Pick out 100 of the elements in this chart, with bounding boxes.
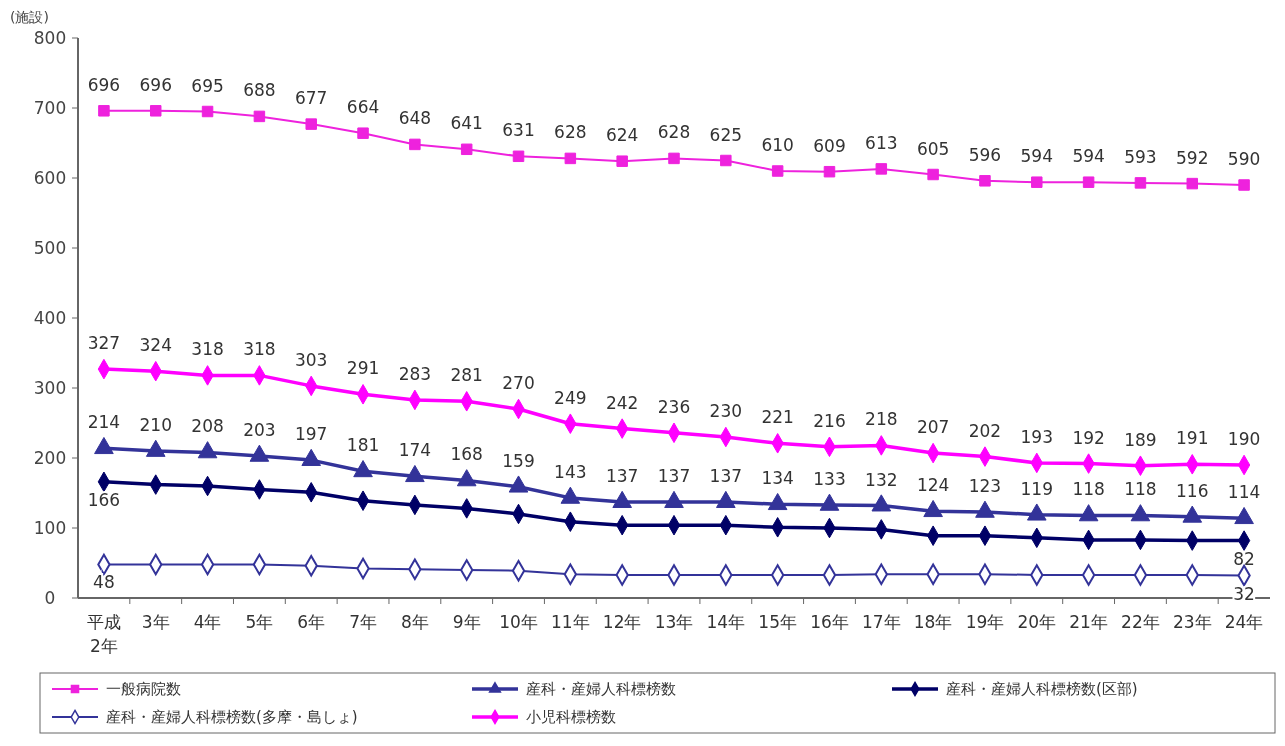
data-label: 624 [605, 125, 639, 146]
x-tick-label: 16年 [810, 612, 849, 632]
data-label: 281 [450, 365, 483, 386]
x-tick-label: 4年 [193, 612, 222, 632]
data-label: 159 [502, 450, 535, 471]
point [201, 105, 214, 118]
x-tick-label: 7年 [349, 612, 377, 632]
data-label: 270 [502, 373, 535, 393]
x-tick-label: 14年 [706, 612, 746, 632]
y-tick-label: 800 [33, 27, 67, 48]
data-label: 118 [1124, 479, 1157, 500]
data-label: 688 [243, 80, 276, 101]
x-tick-label: 21年 [1069, 612, 1108, 632]
data-label: 137 [709, 466, 743, 487]
data-label: 203 [243, 419, 276, 440]
data-label: 230 [709, 401, 743, 421]
data-label: 114 [1227, 482, 1261, 503]
point [564, 152, 577, 165]
data-label: 133 [813, 468, 846, 489]
data-label: 242 [605, 392, 639, 413]
legend-label: 産科・産婦人科標榜数 [526, 680, 676, 699]
y-axis-title: (施設) [10, 9, 49, 25]
y-tick-label: 500 [33, 237, 67, 258]
point [875, 163, 888, 175]
point [98, 105, 110, 117]
data-label: 610 [761, 135, 794, 155]
data-label: 593 [1124, 146, 1157, 167]
data-label: 214 [87, 412, 121, 433]
data-label: 641 [450, 113, 483, 134]
point [668, 152, 680, 165]
y-tick-label: 100 [33, 517, 67, 538]
data-label: 628 [657, 122, 691, 143]
data-label: 48 [93, 572, 115, 593]
legend-label: 産科・産婦人科標榜数(区部) [946, 680, 1138, 699]
data-label: 166 [87, 489, 121, 510]
data-label: 197 [294, 424, 328, 445]
data-label: 318 [243, 339, 276, 360]
data-label: 123 [968, 475, 1002, 496]
x-tick-label: 18年 [913, 612, 953, 632]
point [927, 168, 939, 181]
x-tick-label: 19年 [965, 612, 1005, 632]
data-label: 605 [916, 138, 950, 159]
data-label: 609 [813, 135, 846, 156]
x-tick-label: 23年 [1172, 612, 1212, 632]
x-tick-label: 22年 [1121, 612, 1160, 632]
point [1082, 176, 1095, 188]
data-label: 648 [398, 108, 432, 129]
data-label: 677 [294, 88, 328, 109]
point [771, 165, 784, 177]
data-label: 134 [761, 468, 794, 489]
data-label: 283 [398, 363, 432, 384]
data-label: 664 [346, 97, 380, 118]
x-tick-label: 12年 [602, 612, 642, 632]
data-label: 216 [813, 410, 846, 431]
data-label: 249 [554, 387, 587, 408]
point [979, 175, 991, 187]
x-tick-label: 20年 [1017, 612, 1057, 632]
data-label: 168 [450, 444, 483, 465]
data-label: 137 [605, 466, 639, 487]
data-label: 628 [554, 122, 587, 143]
data-label: 190 [1227, 429, 1261, 449]
x-tick-label: 9年 [452, 612, 481, 632]
data-label: 695 [191, 75, 224, 96]
point [1134, 177, 1147, 189]
point [409, 138, 421, 151]
point [616, 155, 628, 167]
data-label: 193 [1020, 426, 1054, 447]
y-tick-label: 400 [33, 307, 67, 328]
data-label: 124 [916, 475, 950, 496]
data-label: 625 [709, 124, 743, 145]
data-label: 189 [1124, 429, 1157, 450]
x-tick-label: 3年 [141, 612, 170, 632]
x-tick-label: 13年 [654, 612, 694, 632]
point [1186, 177, 1198, 190]
data-label: 132 [865, 469, 898, 490]
point [1238, 179, 1250, 191]
data-label: 327 [87, 333, 121, 354]
y-tick-label: 600 [33, 167, 67, 188]
x-tick-label: 10年 [499, 612, 538, 632]
data-label: 221 [761, 407, 794, 428]
data-label: 82 [1233, 548, 1255, 569]
point [460, 143, 473, 156]
data-label: 324 [139, 335, 172, 356]
point [357, 127, 369, 139]
data-label: 594 [1020, 146, 1054, 167]
x-tick-label: 8年 [400, 612, 429, 632]
data-label: 696 [87, 74, 121, 95]
legend-label: 産科・産婦人科標榜数(多摩・島しょ) [106, 708, 358, 727]
x-tick-label: 24年 [1224, 612, 1264, 632]
data-label: 590 [1227, 149, 1261, 169]
y-tick-label: 700 [33, 97, 67, 118]
data-label: 210 [139, 415, 172, 435]
data-label: 174 [398, 440, 432, 461]
legend-label: 一般病院数 [106, 680, 181, 699]
data-label: 236 [657, 396, 691, 417]
x-tick-label: 6年 [297, 612, 326, 632]
data-label: 318 [191, 339, 224, 360]
data-label: 592 [1176, 147, 1209, 168]
point [720, 154, 732, 167]
data-label: 192 [1072, 427, 1105, 448]
